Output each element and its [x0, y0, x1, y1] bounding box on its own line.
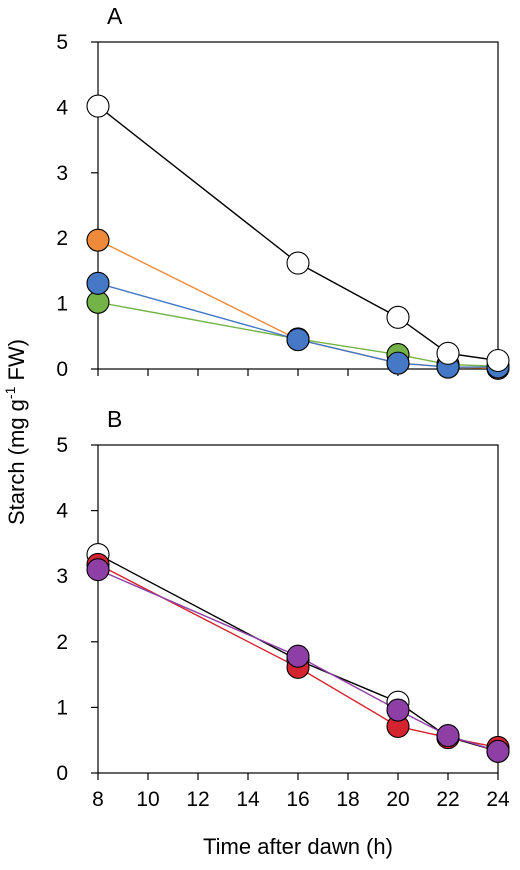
y-tick-label: 5	[56, 434, 68, 457]
panel-label: A	[107, 3, 123, 29]
data-point	[386, 351, 410, 375]
x-tick-label: 22	[436, 788, 459, 811]
data-point	[86, 558, 110, 582]
series-line	[97, 105, 499, 362]
y-axis-title-main: Starch (mg g	[4, 399, 29, 525]
x-tick-label: 8	[92, 788, 104, 811]
data-point	[86, 94, 110, 118]
x-tick-label: 20	[386, 788, 409, 811]
data-point	[386, 698, 410, 722]
data-point	[436, 341, 460, 365]
y-tick-label: 5	[56, 31, 68, 54]
y-tick-label: 1	[56, 293, 68, 316]
y-tick-label: 3	[56, 162, 68, 185]
x-axis-title: Time after dawn (h)	[203, 834, 393, 859]
panel-a: 0 1 2 3 4 5 A	[56, 3, 510, 381]
plot-frame	[97, 444, 499, 774]
data-point	[486, 739, 510, 763]
x-tick-label: 24	[486, 788, 510, 811]
y-axis-title: Starch (mg g-1 FW)	[2, 339, 29, 525]
data-point	[86, 271, 110, 295]
y-axis-title-superscript: -1	[2, 386, 18, 399]
y-tick-label: 4	[56, 500, 68, 523]
y-tick-label: 0	[56, 358, 68, 381]
data-point	[86, 228, 110, 252]
x-tick-label: 14	[236, 788, 260, 811]
data-point	[286, 644, 310, 668]
x-tick-label: 12	[186, 788, 209, 811]
y-tick-label: 1	[56, 696, 68, 719]
plot-frame	[97, 41, 499, 370]
y-tick-label: 4	[56, 96, 68, 119]
data-point	[436, 724, 460, 748]
data-point	[386, 305, 410, 329]
y-tick-label: 2	[56, 227, 68, 250]
x-tick-label: 18	[336, 788, 359, 811]
x-tick-label: 16	[286, 788, 309, 811]
y-axis-title-tail: FW)	[4, 339, 29, 387]
y-tick-label: 2	[56, 631, 68, 654]
data-point	[486, 348, 510, 373]
y-tick-label: 0	[56, 762, 68, 785]
panel-label: B	[107, 406, 122, 432]
y-tick-label: 3	[56, 565, 68, 588]
data-point	[286, 328, 310, 352]
data-point	[286, 251, 310, 275]
x-tick-label: 10	[136, 788, 159, 811]
